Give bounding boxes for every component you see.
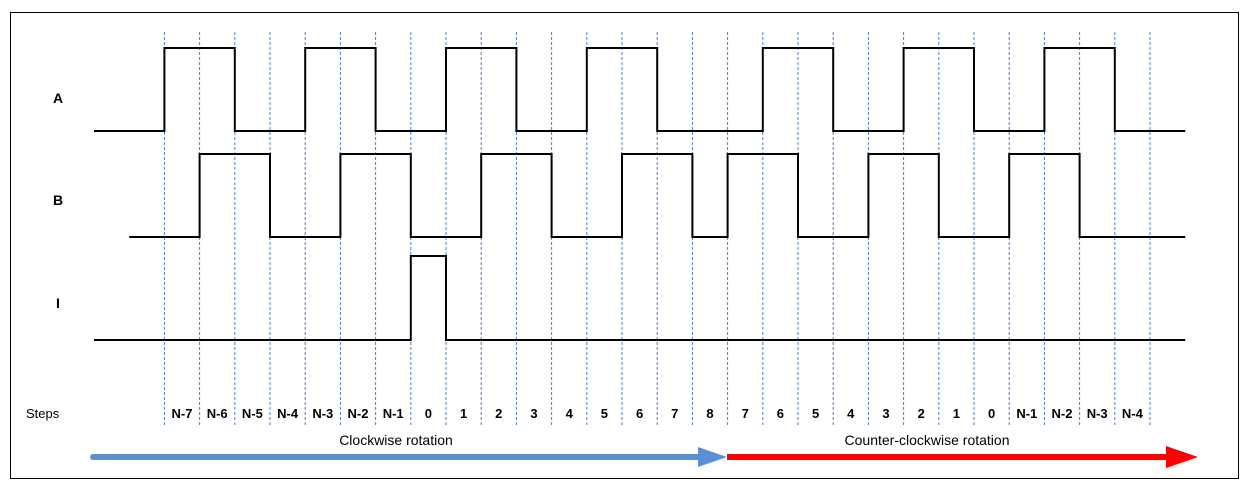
signal-labels: A B I [53,90,63,311]
signal-waveforms [94,47,1186,341]
step-label: N-1 [383,406,404,421]
step-label: 4 [847,406,855,421]
step-label: 2 [918,406,925,421]
step-label: N-1 [1016,406,1037,421]
step-label: N-4 [277,406,299,421]
waveform-i [94,255,1186,341]
step-label: 7 [742,406,749,421]
step-labels: N-7 N-6 N-5 N-4 N-3 N-2 N-1 0 1 2 3 4 5 6 7 8 7 6 5 4 3 2 1 0 N-… [172,406,1144,421]
step-label: 0 [425,406,432,421]
step-label: 1 [460,406,467,421]
step-label: N-5 [242,406,263,421]
step-label: 4 [566,406,574,421]
step-label: 0 [988,406,995,421]
step-label: N-2 [348,406,369,421]
step-label: 6 [636,406,643,421]
waveform-a [94,47,1186,132]
signal-label-i: I [56,295,60,311]
step-label: 7 [671,406,678,421]
step-label: 1 [953,406,960,421]
step-label: 5 [601,406,608,421]
step-label: N-7 [172,406,193,421]
step-label: N-6 [207,406,228,421]
step-label: N-4 [1122,406,1144,421]
step-label: N-3 [1087,406,1108,421]
clockwise-arrow-head [698,447,727,467]
step-label: N-2 [1052,406,1073,421]
rotation-arrows: Clockwise rotation Counter-clockwise rota… [90,432,1198,468]
step-label: N-3 [312,406,333,421]
diagram-frame [10,12,1239,479]
step-label: 5 [812,406,819,421]
counterclockwise-arrow-head [1166,446,1198,468]
steps-row-label: Steps [26,406,60,421]
step-label: 3 [882,406,889,421]
step-label: 3 [530,406,537,421]
clockwise-rotation-label: Clockwise rotation [339,432,453,448]
signal-label-a: A [53,90,63,106]
waveform-b [129,153,1186,238]
counterclockwise-rotation-label: Counter-clockwise rotation [845,432,1010,448]
step-label: 6 [777,406,784,421]
step-label: 8 [706,406,713,421]
signal-label-b: B [53,192,63,208]
step-label: 2 [495,406,502,421]
